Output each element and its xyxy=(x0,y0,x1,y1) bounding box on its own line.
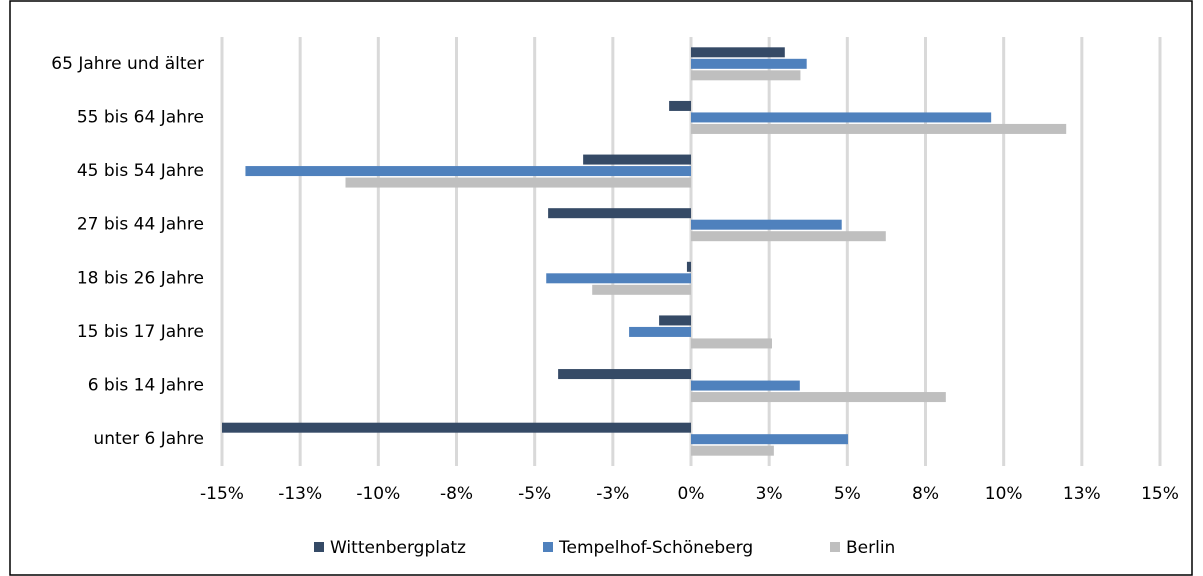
legend-swatch xyxy=(314,542,324,552)
bar xyxy=(691,392,946,403)
x-tick-label: 5% xyxy=(834,484,861,504)
bar xyxy=(345,177,691,188)
bar xyxy=(222,422,691,433)
bar xyxy=(659,315,691,326)
x-tick-label: -5% xyxy=(518,484,551,504)
y-tick-label: 18 bis 26 Jahre xyxy=(77,268,204,288)
y-tick-label: 15 bis 17 Jahre xyxy=(77,322,204,342)
bar xyxy=(629,326,691,337)
x-tick-label: 15% xyxy=(1141,484,1179,504)
x-tick-label: 10% xyxy=(985,484,1023,504)
bar xyxy=(691,434,848,445)
x-tick-label: -3% xyxy=(596,484,629,504)
bar xyxy=(691,219,842,230)
x-tick-label: 0% xyxy=(678,484,705,504)
x-tick-label: -13% xyxy=(278,484,322,504)
x-tick-label: 13% xyxy=(1063,484,1101,504)
x-tick-label: 3% xyxy=(756,484,783,504)
bar xyxy=(548,208,691,219)
bar xyxy=(691,112,992,123)
bar xyxy=(592,284,691,295)
bar xyxy=(691,231,886,242)
bar xyxy=(691,338,772,349)
y-tick-label: unter 6 Jahre xyxy=(93,429,204,449)
y-tick-label: 6 bis 14 Jahre xyxy=(88,376,204,396)
y-tick-label: 45 bis 54 Jahre xyxy=(77,161,204,181)
bar xyxy=(546,273,691,284)
y-tick-label: 55 bis 64 Jahre xyxy=(77,107,204,127)
x-tick-label: 8% xyxy=(912,484,939,504)
legend-label: Wittenbergplatz xyxy=(330,538,466,558)
x-tick-label: -15% xyxy=(200,484,244,504)
bar xyxy=(686,261,691,272)
x-tick-label: -10% xyxy=(356,484,400,504)
y-tick-label: 65 Jahre und älter xyxy=(51,54,204,74)
y-tick-label: 27 bis 44 Jahre xyxy=(77,215,204,235)
legend-label: Tempelhof-Schöneberg xyxy=(558,538,753,558)
legend-swatch xyxy=(543,542,553,552)
bar xyxy=(583,154,691,165)
bar xyxy=(691,445,774,456)
bar xyxy=(245,166,691,177)
x-tick-label: -8% xyxy=(440,484,473,504)
bar xyxy=(669,100,691,111)
bar xyxy=(691,380,800,391)
legend-swatch xyxy=(830,542,840,552)
legend-label: Berlin xyxy=(846,538,895,558)
bar xyxy=(691,47,785,58)
bar xyxy=(691,58,807,69)
bar xyxy=(691,70,801,81)
bar xyxy=(691,123,1067,134)
bar xyxy=(558,369,691,380)
